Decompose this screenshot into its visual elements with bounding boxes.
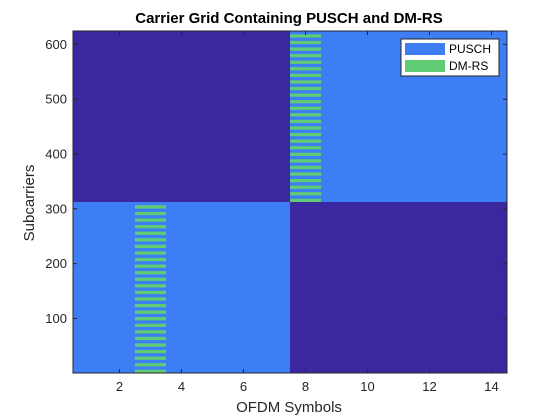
y-tick-label: 100 (45, 311, 67, 326)
dmrs-stripe (135, 211, 166, 216)
dmrs-stripe (290, 165, 321, 170)
dmrs-stripe (135, 218, 166, 222)
dmrs-stripe (290, 40, 321, 45)
dmrs-stripe (135, 297, 166, 301)
dmrs-stripe (290, 126, 321, 130)
dmrs-stripe (290, 192, 321, 196)
x-tick-label: 14 (484, 379, 498, 394)
dmrs-stripe (135, 277, 166, 281)
dmrs-stripe (290, 54, 321, 58)
dmrs-stripe (290, 139, 321, 143)
dmrs-stripe (135, 205, 166, 209)
dmrs-stripe (290, 93, 321, 97)
dmrs-stripe (290, 73, 321, 78)
dmrs-stripe (135, 369, 166, 373)
dmrs-stripe (290, 152, 321, 156)
x-tick-label: 2 (116, 379, 123, 394)
dmrs-stripe (135, 290, 166, 295)
y-axis-label: Subcarriers (21, 165, 38, 242)
dmrs-stripe (135, 244, 166, 249)
y-tick-label: 600 (45, 37, 67, 52)
dmrs-stripe (290, 172, 321, 176)
pusch-region-1 (73, 202, 290, 373)
y-tick-label: 300 (45, 201, 67, 216)
dmrs-stripe (135, 356, 166, 360)
dmrs-stripe (135, 336, 166, 341)
dmrs-stripe (290, 132, 321, 137)
dmrs-stripe (135, 363, 166, 367)
dmrs-stripe (290, 146, 321, 150)
dmrs-stripe (290, 198, 321, 202)
dmrs-stripe (290, 178, 321, 183)
dmrs-stripe (135, 271, 166, 275)
dmrs-stripe (290, 60, 321, 64)
dmrs-stripe (290, 34, 321, 38)
x-tick-label: 6 (240, 379, 247, 394)
legend: PUSCH DM-RS (400, 38, 500, 77)
dmrs-stripe (135, 238, 166, 242)
dmrs-stripe (290, 80, 321, 84)
y-tick-label: 400 (45, 147, 67, 162)
dmrs-stripe (135, 231, 166, 235)
dmrs-stripe (290, 100, 321, 104)
dmrs-stripe (135, 349, 166, 354)
x-tick-label: 12 (422, 379, 436, 394)
x-tick-label: 8 (302, 379, 309, 394)
legend-swatch-pusch (405, 43, 445, 55)
dmrs-stripe (135, 284, 166, 288)
dmrs-stripe (135, 257, 166, 262)
dmrs-stripe (290, 119, 321, 124)
dmrs-stripe (290, 159, 321, 163)
dmrs-stripe (290, 185, 321, 189)
dmrs-stripe (290, 86, 321, 91)
y-tick-label: 200 (45, 256, 67, 271)
dmrs-stripe (290, 47, 321, 51)
plot-area (73, 31, 507, 373)
legend-swatch-dm-rs (405, 60, 445, 72)
dmrs-stripe (135, 310, 166, 314)
dmrs-stripe (290, 67, 321, 71)
dmrs-stripe (135, 330, 166, 334)
legend-label-pusch: PUSCH (449, 42, 491, 56)
dmrs-stripe (135, 317, 166, 321)
x-tick-label: 4 (178, 379, 185, 394)
dmrs-stripe (290, 106, 321, 110)
dmrs-stripe (135, 264, 166, 268)
dmrs-stripe (135, 323, 166, 327)
x-axis-label: OFDM Symbols (236, 399, 342, 416)
axes-box (72, 30, 508, 374)
dmrs-stripe (135, 343, 166, 347)
dmrs-stripe (135, 303, 166, 308)
dmrs-stripe (135, 251, 166, 255)
y-tick-label: 500 (45, 92, 67, 107)
axis-ticks: 2 4 6 8 10 12 14 100 200 300 400 500 600 (45, 31, 507, 394)
dmrs-stripe (290, 113, 321, 117)
legend-label-dm-rs: DM-RS (449, 59, 488, 73)
chart-title: Carrier Grid Containing PUSCH and DM-RS (135, 10, 443, 27)
dmrs-stripe (135, 225, 166, 229)
x-tick-label: 10 (360, 379, 374, 394)
